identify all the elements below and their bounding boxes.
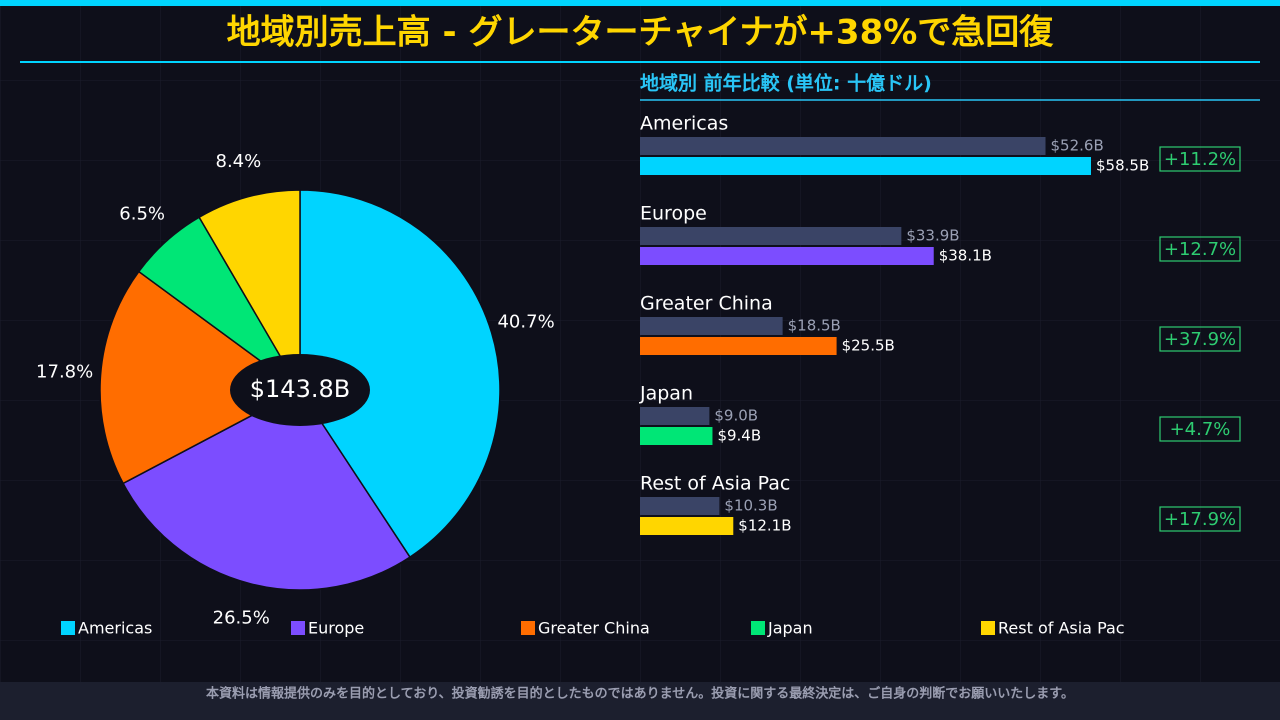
legend-label: Europe [308,619,364,638]
slice-label: 26.5% [213,608,270,629]
category-label: Rest of Asia Pac [640,473,790,495]
change-box [1159,416,1241,442]
bar [640,317,783,335]
top-bar [0,0,1280,6]
change-label: +12.7% [1164,239,1236,260]
legend-swatch [751,621,765,635]
bar [640,407,710,425]
bar-title: 地域別 前年比較 (単位: 十億ドル) [640,72,932,95]
slice-label: 40.7% [497,311,554,332]
change-box [1159,506,1241,532]
legend-swatch [981,621,995,635]
center-badge [230,354,370,426]
bar-value-label: $52.6B [1051,137,1104,155]
change-label: +4.7% [1170,419,1231,440]
bar-value-label: $38.1B [939,247,992,265]
bar [640,137,1046,155]
footer-note: 本資料は情報提供のみを目的としており、投資勧誘を目的としたものではありません。投… [206,686,1074,702]
bar-value-label: $58.5B [1096,157,1149,175]
category-label: Americas [640,113,728,135]
category-label: Japan [639,383,693,405]
bar-value-label: $9.0B [714,407,758,425]
bar [640,227,902,245]
bar-value-label: $33.9B [906,227,959,245]
legend-label: Americas [78,619,152,638]
slice-label: 17.8% [36,362,93,383]
page-title: 地域別売上高 - グレーターチャイナが+38%で急回復 [227,13,1055,53]
bar [640,497,720,515]
bar-value-label: $10.3B [724,497,777,515]
legend-swatch [521,621,535,635]
pie-slice [198,189,301,393]
change-label: +37.9% [1164,329,1236,350]
bar-value-label: $12.1B [738,517,791,535]
footer-band [0,682,1280,720]
change-box [1159,236,1241,262]
category-label: Greater China [640,293,773,315]
legend-swatch [291,621,305,635]
pie-slice [122,389,411,591]
change-box [1159,326,1241,352]
bar-value-label: $18.5B [788,317,841,335]
slice-label: 6.5% [119,204,165,225]
bar-value-label: $25.5B [842,337,895,355]
pie-slice [99,270,302,485]
bar [640,337,837,355]
change-label: +11.2% [1164,149,1236,170]
change-label: +17.9% [1164,509,1236,530]
legend-swatch [61,621,75,635]
bar [640,157,1091,175]
legend-label: Japan [767,619,813,638]
bar [640,517,734,535]
legend-label: Rest of Asia Pac [998,619,1125,638]
change-box [1159,146,1241,172]
bar [640,247,934,265]
slice-label: 8.4% [216,151,262,172]
bar [640,427,713,445]
category-label: Europe [640,203,707,225]
legend-label: Greater China [538,619,650,638]
center-label: $143.8B [250,375,350,403]
bar-value-label: $9.4B [717,427,761,445]
